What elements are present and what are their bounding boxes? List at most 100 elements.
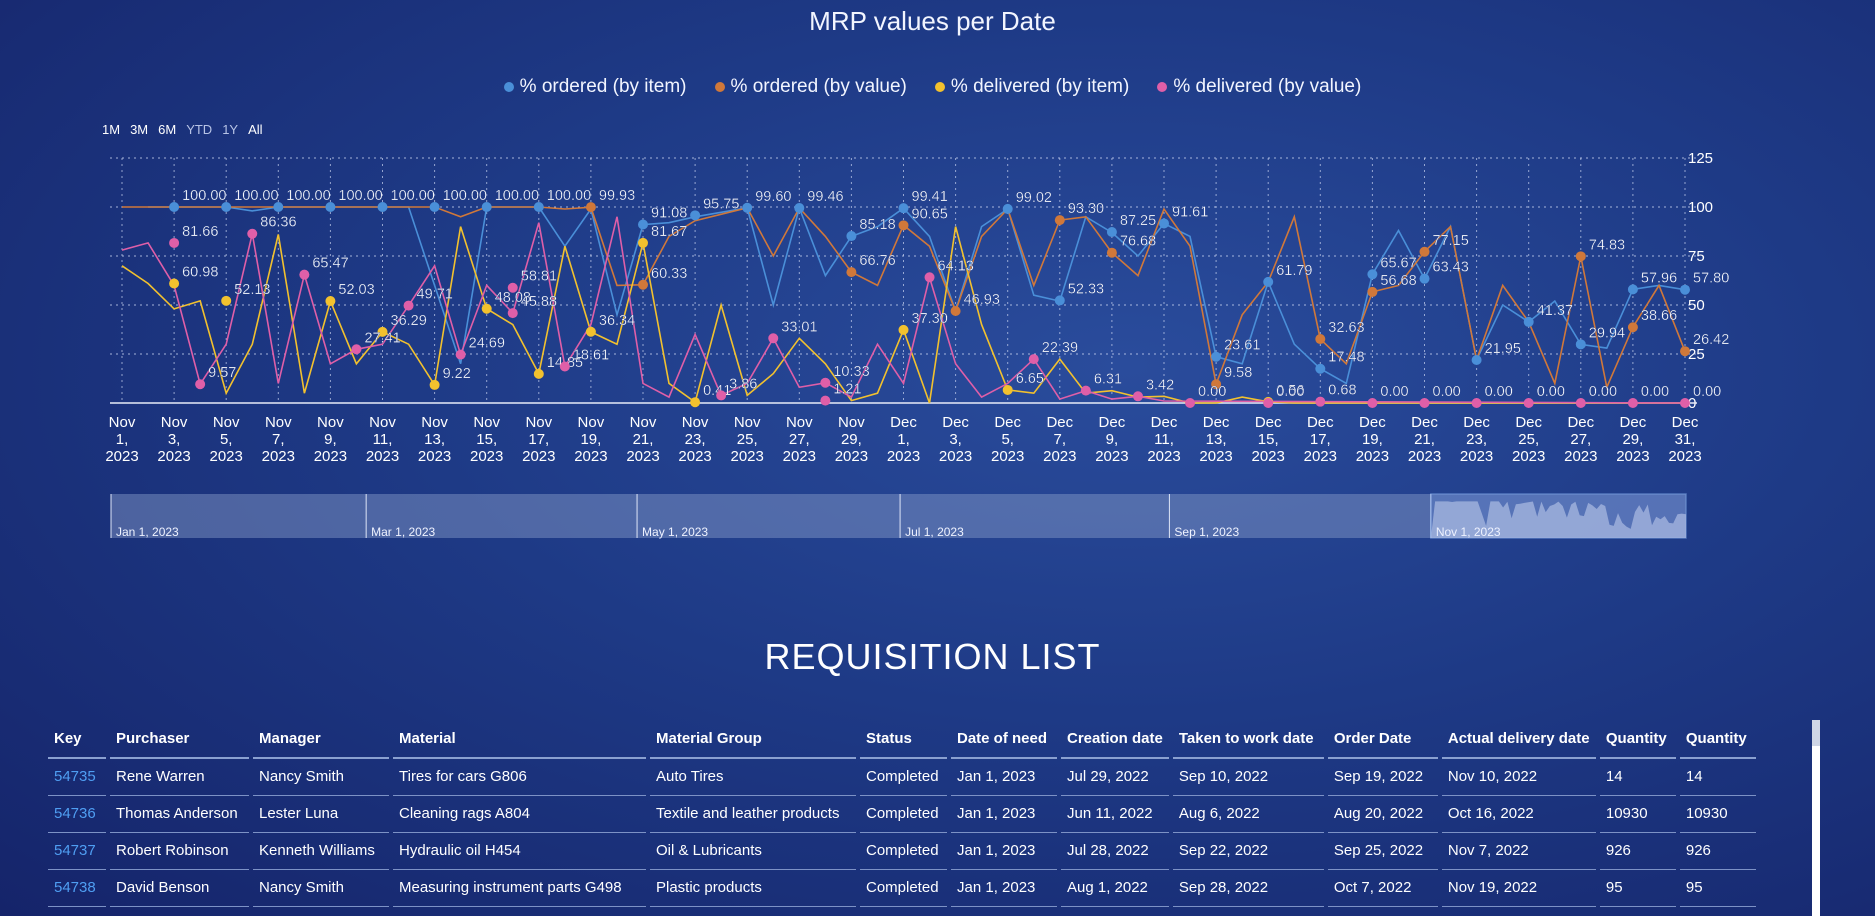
legend-marker: [934, 82, 945, 92]
column-header[interactable]: Creation date: [1061, 720, 1169, 759]
requisition-key-link[interactable]: 54738: [54, 879, 96, 896]
table-row[interactable]: 54737 Robert Robinson Kenneth Williams Hydr…: [48, 833, 1756, 870]
x-tick-line: 2023: [939, 448, 972, 465]
range-button-3m[interactable]: 3M: [130, 122, 149, 137]
data-label: 27.41: [364, 330, 400, 346]
data-label: 0.00: [1537, 384, 1565, 400]
column-header[interactable]: Quantity: [1679, 720, 1756, 759]
data-point: [273, 202, 284, 212]
data-point: [1575, 251, 1586, 262]
table-row[interactable]: 54735 Rene Warren Nancy Smith Tires for car…: [48, 759, 1756, 796]
chart-legend: % ordered (by item) % ordered (by value)%…: [0, 76, 1865, 98]
x-tick-line: 11,: [1154, 431, 1174, 448]
x-tick-line: 2023: [731, 448, 764, 465]
column-header[interactable]: Order Date: [1327, 720, 1438, 759]
x-tick-label: Nov 3, 2023: [157, 414, 190, 465]
data-label: 100.00: [547, 188, 591, 204]
data-label: 0.00: [1276, 384, 1304, 400]
x-tick-line: Dec: [1046, 414, 1073, 431]
range-button-6m[interactable]: 6M: [158, 122, 177, 137]
data-label: 49.71: [417, 287, 453, 303]
data-point: [898, 203, 909, 214]
column-header[interactable]: Status: [860, 720, 947, 759]
data-point: [455, 349, 466, 360]
data-label: 60.98: [182, 264, 218, 280]
requisition-key-link[interactable]: 54735: [54, 768, 96, 785]
data-label: 64.13: [938, 258, 974, 274]
table-row[interactable]: 54738 David Benson Nancy Smith Measuring in…: [48, 870, 1756, 907]
data-label: 23.61: [1224, 338, 1260, 354]
data-label: 100.00: [234, 188, 278, 204]
data-point: [195, 379, 206, 390]
x-tick-line: Dec: [994, 414, 1021, 431]
range-button-ytd[interactable]: YTD: [186, 122, 213, 137]
x-tick-line: 2023: [366, 448, 399, 465]
column-header[interactable]: Purchaser: [110, 720, 249, 759]
data-point: [1106, 226, 1117, 237]
data-label: 99.41: [912, 189, 948, 205]
data-label: 100.00: [338, 188, 382, 204]
x-tick-line: Nov: [578, 414, 605, 431]
x-tick-line: 2023: [1304, 448, 1337, 465]
legend-item-2[interactable]: % delivered (by item): [934, 76, 1129, 98]
column-header[interactable]: Quantity: [1599, 720, 1676, 759]
data-label: 32.63: [1328, 320, 1364, 336]
range-button-1m[interactable]: 1M: [102, 122, 121, 137]
x-tick-line: Dec: [1151, 414, 1178, 431]
data-label: 0.00: [1641, 384, 1669, 400]
column-header[interactable]: Actual delivery date: [1441, 720, 1596, 759]
table-row[interactable]: 54736 Thomas Anderson Lester Luna Cleaning …: [48, 796, 1756, 833]
x-tick-line: Dec: [1411, 414, 1438, 431]
x-tick-label: Dec 19, 2023: [1356, 414, 1389, 465]
x-tick-line: Nov: [369, 414, 396, 431]
table-cell: 14: [1599, 759, 1676, 796]
data-label: 17.48: [1328, 350, 1364, 366]
range-button-all[interactable]: All: [248, 122, 263, 137]
table-cell: Nov 7, 2022: [1441, 833, 1596, 870]
column-header[interactable]: Key: [48, 720, 106, 759]
legend-marker: [503, 82, 514, 92]
table-cell: Oct 16, 2022: [1441, 796, 1596, 833]
column-header[interactable]: Material: [393, 720, 646, 759]
data-point: [1419, 246, 1430, 257]
series-line-3: [121, 216, 1686, 404]
legend-item-3[interactable]: % delivered (by value): [1157, 76, 1361, 98]
table-scrollbar[interactable]: [1812, 720, 1820, 916]
x-tick-label: Nov 29, 2023: [835, 414, 868, 465]
column-header[interactable]: Manager: [253, 720, 389, 759]
data-label: 91.61: [1172, 204, 1208, 220]
y-tick-label: 100: [1688, 199, 1713, 216]
table-cell: 54736: [48, 796, 106, 833]
x-tick-line: 15,: [476, 431, 497, 448]
data-label: 6.31: [1094, 372, 1122, 388]
column-header[interactable]: Material Group: [650, 720, 856, 759]
data-label: 100.00: [286, 188, 330, 204]
data-point: [1419, 273, 1430, 284]
data-point: [429, 379, 440, 390]
x-tick-line: 3,: [949, 431, 962, 448]
requisition-key-link[interactable]: 54737: [54, 842, 96, 859]
x-tick-line: 2023: [1356, 448, 1389, 465]
table-scrollbar-thumb[interactable]: [1812, 720, 1820, 746]
x-tick-line: 1,: [897, 431, 910, 448]
data-point: [1471, 398, 1482, 408]
x-tick-line: 2023: [991, 448, 1024, 465]
requisition-table-container[interactable]: Key Purchaser Manager Material Material Grou…: [44, 720, 1811, 916]
x-tick-line: Dec: [1359, 414, 1386, 431]
column-header[interactable]: Taken to work date: [1172, 720, 1324, 759]
x-tick-line: 2023: [1512, 448, 1545, 465]
data-label: 100.00: [495, 188, 539, 204]
legend-item-0[interactable]: % ordered (by item): [503, 76, 687, 98]
legend-item-1[interactable]: % ordered (by value): [714, 76, 907, 98]
data-point: [1315, 334, 1326, 345]
range-button-1y[interactable]: 1Y: [222, 122, 239, 137]
data-point: [820, 377, 831, 388]
x-tick-line: 2023: [1252, 448, 1285, 465]
x-tick-label: Dec 29, 2023: [1616, 414, 1649, 465]
requisition-key-link[interactable]: 54736: [54, 805, 96, 822]
data-point: [1367, 286, 1378, 297]
x-tick-line: 23,: [685, 431, 706, 448]
data-point: [247, 228, 258, 239]
column-header[interactable]: Date of need: [951, 720, 1057, 759]
data-point: [898, 324, 909, 335]
